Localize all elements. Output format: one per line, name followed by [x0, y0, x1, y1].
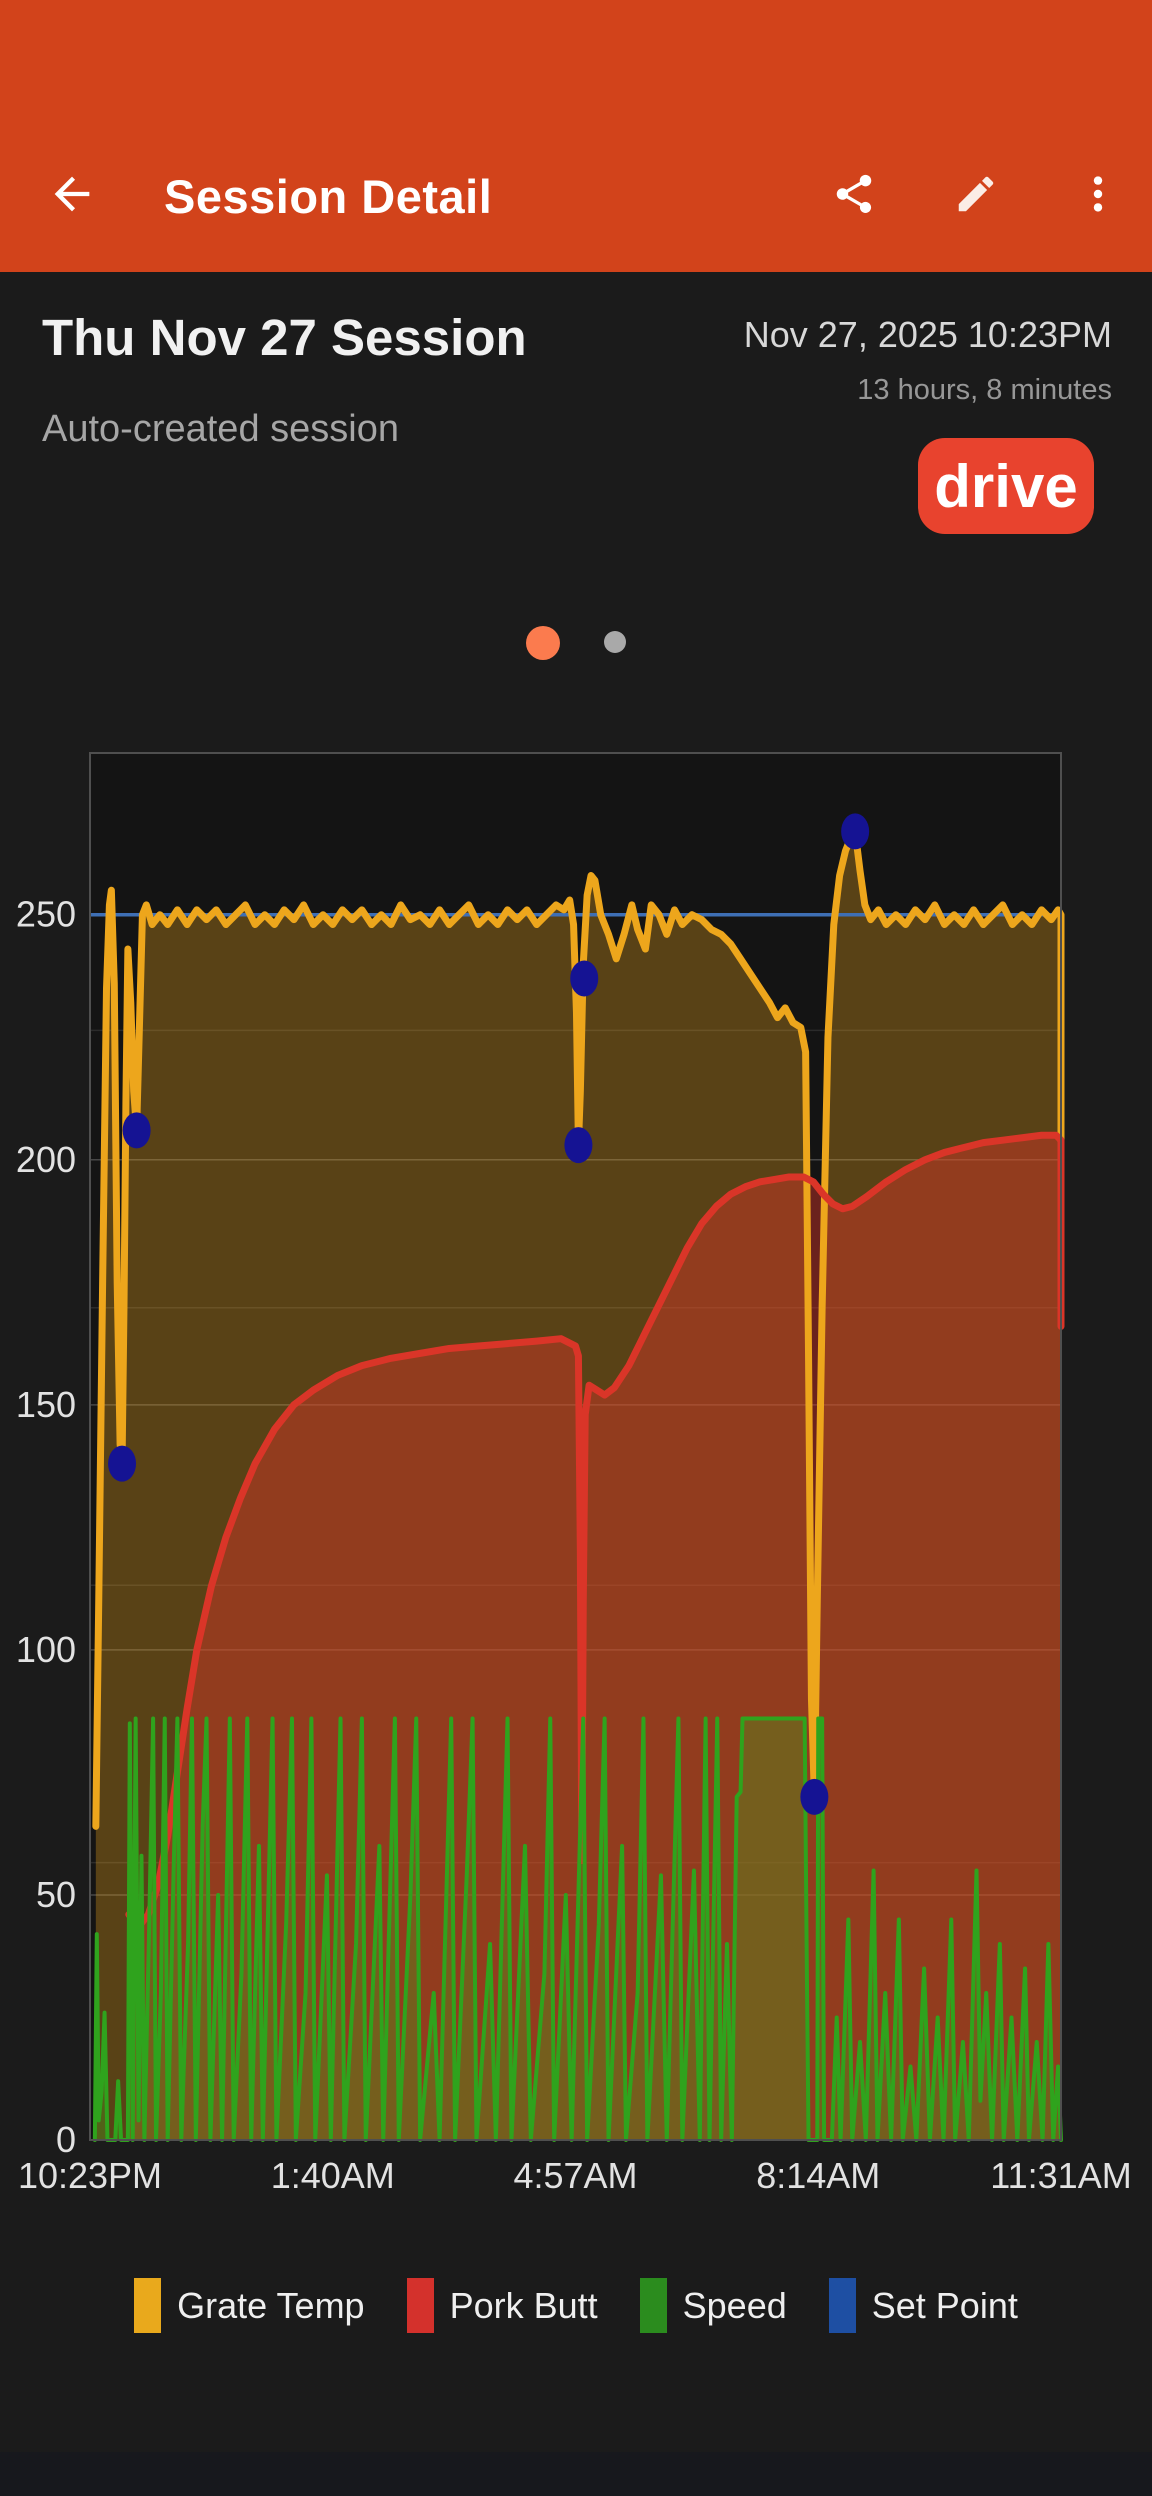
- set-point-marker[interactable]: [841, 813, 870, 850]
- series-line: [125, 1131, 1065, 1928]
- page-dot-active[interactable]: [526, 626, 560, 660]
- legend-label: Set Point: [871, 2284, 1018, 2326]
- plot-border: [89, 752, 1062, 2141]
- set-point-marker[interactable]: [564, 1127, 593, 1164]
- app-bar: Session Detail: [0, 0, 1152, 272]
- x-tick-label: 4:57AM: [513, 2155, 637, 2196]
- session-date: Nov 27, 2025 10:23PM: [743, 314, 1112, 355]
- legend-swatch: [406, 2278, 434, 2333]
- session-temperature-chart[interactable]: 0 50 100 150 200 250 10:23PM 1:40AM 4:57AM 8:14AM…: [0, 740, 1152, 2210]
- overflow-menu-button[interactable]: [1070, 168, 1126, 224]
- back-button[interactable]: [40, 164, 104, 228]
- legend-swatch: [134, 2278, 162, 2333]
- set-point-marker[interactable]: [108, 1445, 137, 1482]
- page-dot-inactive[interactable]: [604, 631, 626, 653]
- session-duration: 13 hours, 8 minutes: [857, 374, 1112, 406]
- legend-item-set-point[interactable]: Set Point: [828, 2278, 1018, 2333]
- session-subtitle: Auto-created session: [42, 408, 399, 450]
- edit-button[interactable]: [948, 168, 1004, 224]
- y-tick-label: 100: [16, 1629, 76, 1670]
- x-tick-label: 1:40AM: [271, 2155, 395, 2196]
- legend-item-grate-temp[interactable]: Grate Temp: [134, 2278, 365, 2333]
- set-point-marker[interactable]: [122, 1112, 151, 1149]
- set-point-marker[interactable]: [800, 1778, 829, 1815]
- back-arrow-icon: [46, 168, 98, 225]
- y-tick-label: 150: [16, 1384, 76, 1425]
- series-line: [92, 827, 1065, 1830]
- y-tick-label: 0: [56, 2119, 76, 2160]
- app-bar-row: Session Detail: [0, 148, 1152, 244]
- chart-legend: Grate Temp Pork Butt Speed Set Point: [0, 2278, 1152, 2333]
- page-title: Session Detail: [164, 169, 493, 223]
- pencil-icon: [953, 171, 999, 222]
- y-tick-label: 200: [16, 1139, 76, 1180]
- bottom-nav-strip: [0, 2452, 1152, 2496]
- more-vert-icon: [1075, 171, 1121, 222]
- app-bar-actions: [826, 148, 1126, 244]
- series-line: [92, 1716, 1063, 2142]
- x-tick-label: 11:31AM: [990, 2155, 1131, 2196]
- share-icon: [831, 171, 877, 222]
- x-tick-label: 10:23PM: [18, 2155, 162, 2196]
- share-button[interactable]: [826, 168, 882, 224]
- legend-label: Grate Temp: [177, 2284, 365, 2326]
- legend-swatch: [828, 2278, 856, 2333]
- set-point-marker[interactable]: [570, 960, 599, 997]
- legend-item-speed[interactable]: Speed: [639, 2278, 787, 2333]
- legend-item-pork-butt[interactable]: Pork Butt: [406, 2278, 598, 2333]
- y-tick-label: 50: [36, 1874, 76, 1915]
- legend-label: Pork Butt: [449, 2284, 598, 2326]
- session-title: Thu Nov 27 Session: [42, 309, 527, 366]
- x-tick-label: 8:14AM: [756, 2155, 880, 2196]
- page-indicator: [0, 626, 1152, 660]
- legend-label: Speed: [682, 2284, 787, 2326]
- drive-badge[interactable]: drive: [918, 438, 1094, 534]
- y-tick-label: 250: [16, 894, 76, 935]
- legend-swatch: [639, 2278, 667, 2333]
